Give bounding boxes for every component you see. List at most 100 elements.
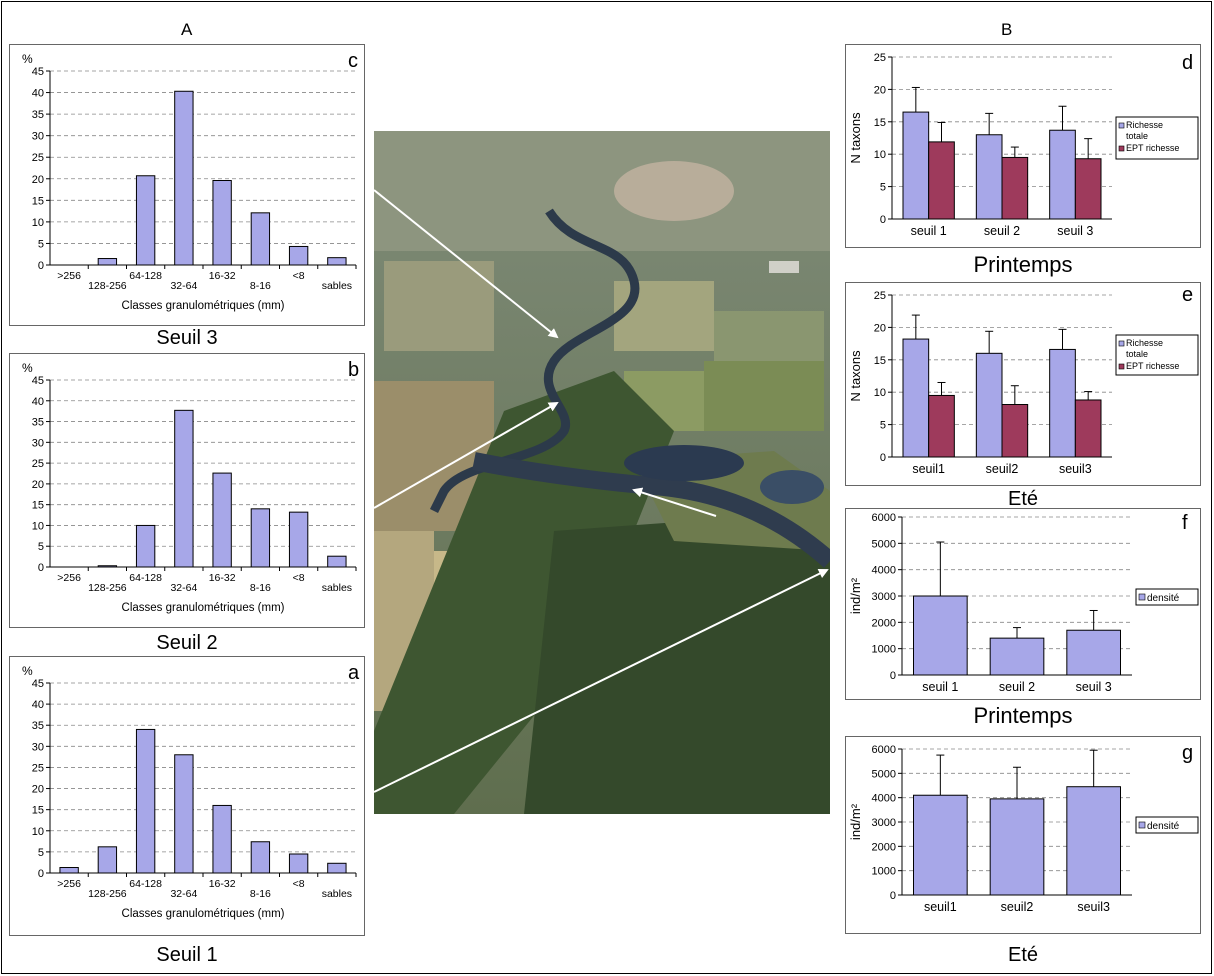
bar (59, 867, 79, 874)
x-tick-label: seuil 2 (984, 224, 1020, 238)
x-tick-label: 128-256 (88, 582, 127, 594)
y-axis-label: ind/m² (848, 577, 863, 614)
legend-swatch (1118, 122, 1125, 129)
caption-ete-e: Eté (1007, 488, 1039, 510)
x-tick-label: 16-32 (209, 878, 236, 890)
chart-panel-g: 0 1000 2000 3000 4000 5000 6000 g seuil1 seuil2 se… (845, 736, 1201, 934)
legend-label: Richesse (1126, 120, 1163, 130)
x-tick-label: <8 (293, 878, 305, 890)
panel-letter: e (1182, 284, 1193, 306)
y-tick-label: 0 (880, 214, 886, 226)
bar (250, 841, 271, 874)
chart-f: 0 1000 2000 3000 4000 5000 6000 f seuil 1 seuil 2… (848, 512, 1199, 694)
bar (212, 472, 232, 568)
caption-seuil-2: Seuil 2 (156, 632, 218, 654)
y-tick-label: 10 (874, 149, 886, 161)
caption-printemps-f: Printemps (973, 703, 1073, 728)
y-tick-label: 25 (32, 458, 44, 470)
bar (928, 394, 955, 458)
y-tick-label: 30 (32, 741, 44, 753)
x-tick-label: seuil1 (924, 900, 957, 914)
chart-d: 0 5 10 15 20 25 d seuil 1 seuil 2 seuil 3 N taxons… (848, 52, 1199, 238)
x-tick-label: 32-64 (170, 280, 197, 292)
y-tick-label: 40 (32, 699, 44, 711)
caption-seuil-3: Seuil 3 (156, 327, 218, 349)
x-tick-label: <8 (293, 572, 305, 584)
y-axis-label: N taxons (848, 350, 863, 402)
bar (1001, 156, 1029, 220)
x-tick-label: seuil 2 (999, 680, 1035, 694)
aerial-river-photo (374, 131, 830, 814)
y-tick-label: 35 (32, 417, 44, 429)
legend-label: EPT richesse (1126, 143, 1179, 153)
bar (97, 258, 118, 266)
x-tick-label: seuil2 (986, 462, 1019, 476)
x-tick-label: sables (322, 280, 352, 292)
bar (135, 524, 156, 568)
y-tick-label: 20 (32, 479, 44, 491)
y-unit-label: % (22, 361, 33, 375)
bar (902, 111, 930, 220)
y-tick-label: 10 (874, 387, 886, 399)
panel-letter: f (1182, 512, 1188, 534)
bar (975, 352, 1003, 458)
x-tick-label: seuil 1 (911, 224, 947, 238)
y-tick-label: 45 (32, 375, 44, 387)
caption-seuil-1: Seuil 1 (156, 944, 218, 966)
x-tick-label: seuil3 (1077, 900, 1110, 914)
caption-printemps-d: Printemps (973, 252, 1073, 277)
y-tick-label: 40 (32, 88, 44, 100)
bar (97, 565, 118, 568)
bar (250, 212, 271, 266)
chart-panel-c: 0 5 10 15 20 25 30 35 40 45 c% >256 128-256 64-128 32-… (9, 44, 365, 326)
y-tick-label: 25 (874, 290, 886, 302)
bar (1066, 786, 1121, 896)
legend-swatch (1118, 145, 1125, 152)
x-axis-label: Classes granulométriques (mm) (122, 908, 285, 920)
x-tick-label: seuil3 (1059, 462, 1092, 476)
bar (174, 754, 194, 874)
y-tick-label: 10 (32, 520, 44, 532)
panel-letter: g (1182, 742, 1193, 764)
legend-box (1115, 334, 1199, 376)
legend-label-cont: totale (1126, 131, 1148, 141)
y-tick-label: 15 (32, 195, 44, 207)
y-tick-label: 20 (874, 84, 886, 96)
legend-label: EPT richesse (1126, 361, 1179, 371)
bar (902, 338, 930, 458)
bar (135, 175, 156, 266)
bar (1074, 399, 1102, 458)
y-tick-label: 0 (880, 452, 886, 464)
y-tick-label: 6000 (872, 512, 896, 524)
x-tick-label: 128-256 (88, 888, 127, 900)
bar (975, 134, 1003, 220)
bar (1001, 404, 1029, 458)
y-unit-label: % (22, 664, 33, 678)
y-tick-label: 30 (32, 131, 44, 143)
y-tick-label: 10 (32, 217, 44, 229)
legend-swatch (1138, 593, 1146, 601)
y-tick-label: 45 (32, 66, 44, 78)
bar (989, 637, 1045, 676)
y-tick-label: 0 (890, 670, 896, 682)
x-tick-label: 64-128 (129, 878, 162, 890)
y-tick-label: 5 (880, 182, 886, 194)
legend-swatch (1138, 821, 1146, 829)
y-tick-label: 40 (32, 396, 44, 408)
y-tick-label: 5 (38, 847, 44, 859)
panel-letter: c (348, 50, 358, 72)
panel-letter: b (348, 359, 359, 381)
y-tick-label: 2000 (872, 841, 896, 853)
y-tick-label: 35 (32, 720, 44, 732)
bar (928, 141, 955, 220)
y-tick-label: 25 (874, 52, 886, 64)
y-tick-label: 30 (32, 437, 44, 449)
y-tick-label: 3000 (872, 817, 896, 829)
chart-g: 0 1000 2000 3000 4000 5000 6000 g seuil1 seuil2 se… (848, 742, 1199, 914)
legend-label: Richesse (1126, 338, 1163, 348)
x-tick-label: 32-64 (170, 888, 197, 900)
y-tick-label: 25 (32, 152, 44, 164)
chart-e: 0 5 10 15 20 25 e seuil1 seuil2 seuil3 N taxons Ric… (848, 284, 1199, 476)
x-tick-label: seuil2 (1001, 900, 1034, 914)
